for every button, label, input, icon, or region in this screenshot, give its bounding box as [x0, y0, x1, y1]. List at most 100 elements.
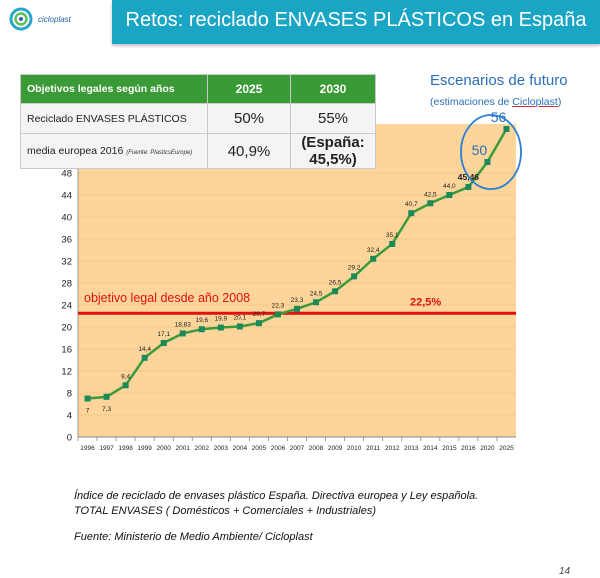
legal-target-value: 22,5% — [410, 296, 441, 308]
data-label: 29,2 — [348, 264, 361, 271]
x-tick-label: 2020 — [480, 445, 495, 452]
row-value-espana: (España: 45,5%) — [290, 133, 376, 169]
data-point — [351, 273, 358, 280]
data-point — [446, 192, 453, 198]
data-point — [160, 339, 167, 346]
data-label: 24,5 — [310, 290, 323, 297]
caption-line-1: Índice de reciclado de envases plástico … — [74, 490, 479, 502]
table-header-label: Objetivos legales según años — [20, 74, 208, 104]
x-tick-label: 1998 — [118, 445, 133, 452]
scenario-highlight-circle — [460, 114, 522, 190]
x-tick-label: 2016 — [461, 445, 476, 452]
y-tick-label: 0 — [67, 433, 72, 444]
data-point — [503, 126, 510, 132]
table-header-row: Objetivos legales según años 2025 2030 — [20, 74, 376, 104]
data-label: 20,1 — [234, 314, 247, 321]
data-label: 19,6 — [195, 317, 208, 324]
data-label: 7 — [86, 408, 90, 415]
x-tick-label: 2002 — [195, 445, 210, 452]
table-row: Reciclado ENVASES PLÁSTICOS 50% 55% — [20, 103, 376, 134]
page-number: 14 — [559, 566, 571, 577]
data-point — [465, 183, 472, 190]
x-tick-label: 1999 — [137, 445, 152, 452]
x-tick-label: 1996 — [80, 445, 95, 452]
plot-background — [78, 124, 516, 437]
data-label: 32,4 — [367, 247, 380, 254]
cicloplast-swirl-icon — [9, 7, 33, 31]
data-point — [255, 320, 262, 327]
table-header-2025: 2025 — [207, 74, 291, 104]
x-tick-label: 2015 — [442, 445, 457, 452]
y-tick-label: 44 — [61, 191, 72, 202]
data-point — [84, 395, 91, 402]
page-title: Retos: reciclado ENVASES PLÁSTICOS en Es… — [125, 9, 587, 31]
y-tick-label: 28 — [61, 279, 72, 290]
caption-line-2: TOTAL ENVASES ( Domésticos + Comerciales… — [74, 505, 377, 517]
data-label: 18,83 — [175, 321, 192, 328]
x-tick-label: 2012 — [385, 445, 400, 452]
data-point — [484, 159, 491, 165]
x-tick-label: 2014 — [423, 445, 438, 452]
data-point — [141, 354, 148, 361]
row-source: (Fuente: PlasticsEurope) — [126, 150, 193, 156]
y-tick-label: 16 — [61, 345, 72, 356]
y-tick-label: 36 — [61, 235, 72, 246]
y-tick-label: 4 — [67, 411, 72, 422]
title-bar: Retos: reciclado ENVASES PLÁSTICOS en Es… — [112, 0, 600, 44]
row-label-text: media europea 2016 — [27, 145, 124, 157]
x-tick-label: 2007 — [290, 445, 305, 452]
series-markers — [84, 126, 510, 402]
data-label: 50 — [472, 142, 488, 158]
data-point — [313, 299, 320, 306]
y-tick-label: 20 — [61, 323, 72, 334]
y-tick-label: 8 — [67, 389, 72, 400]
y-tick-label: 40 — [61, 213, 72, 224]
data-point — [370, 255, 377, 262]
data-point — [332, 288, 339, 295]
y-tick-label: 48 — [61, 169, 72, 180]
data-label: 42,5 — [424, 191, 437, 198]
data-label: 22,3 — [272, 302, 285, 309]
data-label: 26,5 — [329, 279, 342, 286]
data-label: 44,0 — [443, 183, 456, 190]
data-label: 17,1 — [157, 331, 170, 338]
x-tick-label: 2000 — [156, 445, 171, 452]
x-tick-label: 2025 — [499, 445, 514, 452]
row-value-2030: 55% — [290, 103, 376, 134]
data-point — [274, 311, 281, 318]
x-tick-label: 2010 — [347, 445, 362, 452]
x-tick-label: 2003 — [214, 445, 229, 452]
x-tick-label: 2011 — [366, 445, 380, 452]
data-label: 7,3 — [102, 406, 111, 413]
x-tick-label: 2008 — [309, 445, 324, 452]
x-axis: 1996 1997 1998 1999 2000 2001 2002 2003 2004 2005… — [77, 436, 516, 452]
data-point — [427, 200, 434, 207]
y-tick-label: 32 — [61, 257, 72, 268]
scenarios-subtitle: (estimaciones de Cicloplast) — [430, 96, 561, 108]
data-point — [122, 382, 129, 389]
table-row: media europea 2016 (Fuente: PlasticsEuro… — [20, 133, 376, 169]
x-tick-label: 2009 — [328, 445, 343, 452]
data-label: 20,7 — [253, 311, 266, 318]
x-tick-label: 2006 — [271, 445, 286, 452]
data-label: 40,7 — [405, 201, 418, 208]
data-label: 14,4 — [138, 346, 151, 353]
y-tick-label: 24 — [61, 301, 72, 312]
table-header-2030: 2030 — [290, 74, 376, 104]
scenarios-subtitle-prefix: (estimaciones de — [430, 96, 513, 108]
gridlines — [78, 172, 516, 416]
scenarios-subtitle-link: Cicloplast — [512, 96, 558, 108]
x-tick-label: 2013 — [404, 445, 419, 452]
logo-text: cicloplast — [38, 15, 71, 24]
caption-source: Fuente: Ministerio de Medio Ambiente/ Ci… — [74, 531, 313, 543]
cicloplast-logo: cicloplast — [8, 4, 98, 34]
x-tick-label: 2004 — [233, 445, 248, 452]
data-point — [217, 324, 224, 331]
data-point — [389, 240, 396, 247]
scenarios-subtitle-suffix: ) — [557, 96, 562, 108]
x-tick-label: 1997 — [99, 445, 114, 452]
objectives-table: Objetivos legales según años 2025 2030 R… — [20, 74, 376, 169]
data-point — [236, 323, 243, 330]
